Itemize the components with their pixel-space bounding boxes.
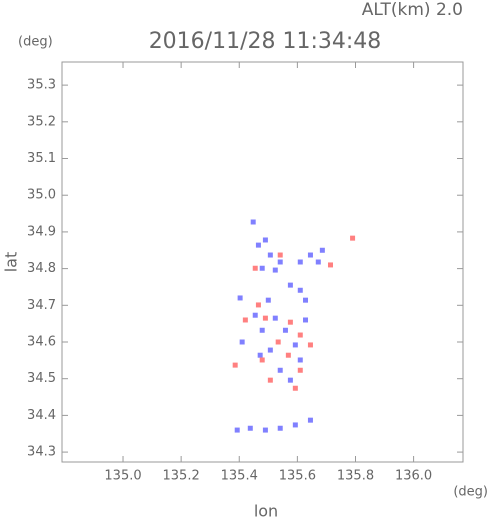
data-point (272, 315, 278, 321)
data-point (262, 315, 268, 321)
data-point (297, 287, 303, 293)
data-point (259, 327, 265, 333)
data-point (242, 317, 248, 323)
x-unit: (deg) (453, 485, 488, 500)
data-point (327, 262, 333, 268)
y-tick-label: 34.9 (27, 224, 56, 239)
data-point (307, 342, 313, 348)
x-axis-label: lon (254, 502, 278, 521)
data-point (255, 242, 261, 248)
y-tick-label: 35.0 (27, 188, 56, 203)
data-point (232, 362, 238, 368)
data-point (315, 259, 321, 265)
data-point (257, 352, 263, 358)
data-point (282, 327, 288, 333)
data-point (350, 235, 356, 241)
x-tick-label: 135.0 (104, 469, 141, 484)
altitude-label: ALT(km) 2.0 (362, 0, 463, 20)
data-point (247, 425, 253, 431)
data-point (319, 247, 325, 253)
data-point (252, 265, 258, 271)
data-point (292, 422, 298, 428)
y-tick-label: 34.6 (27, 335, 56, 350)
x-tick-label: 135.8 (337, 469, 374, 484)
data-point (287, 282, 293, 288)
data-point (287, 377, 293, 383)
y-axis-label: lat (2, 252, 21, 273)
y-tick-label: 35.1 (27, 151, 56, 166)
data-point (307, 417, 313, 423)
data-point (277, 425, 283, 431)
data-point (303, 317, 309, 323)
y-tick-label: 35.3 (27, 78, 56, 93)
data-point (287, 319, 293, 325)
data-point (252, 312, 258, 318)
data-point (292, 385, 298, 391)
data-point (262, 427, 268, 433)
data-point (267, 347, 273, 353)
data-point (237, 295, 243, 301)
data-point (292, 342, 298, 348)
data-point (259, 357, 265, 363)
data-point (277, 252, 283, 258)
data-point (277, 259, 283, 265)
data-point (272, 267, 278, 273)
data-point (255, 302, 261, 308)
y-unit: (deg) (18, 35, 53, 50)
data-point (250, 219, 256, 225)
y-tick-label: 35.2 (27, 114, 56, 129)
x-tick-label: 136.0 (395, 469, 432, 484)
data-point (277, 367, 283, 373)
x-tick-label: 135.4 (221, 469, 258, 484)
data-point (297, 259, 303, 265)
x-tick-label: 135.2 (163, 469, 200, 484)
data-point (267, 377, 273, 383)
data-point (275, 339, 281, 345)
data-point (297, 357, 303, 363)
data-point (285, 352, 291, 358)
data-point (303, 297, 309, 303)
data-point (234, 427, 240, 433)
y-tick-label: 34.7 (27, 298, 56, 313)
data-point (267, 252, 273, 258)
chart-title: 2016/11/28 11:34:48 (149, 29, 382, 54)
data-point (259, 265, 265, 271)
y-tick-label: 34.8 (27, 261, 56, 276)
data-point (262, 237, 268, 243)
x-tick-label: 135.6 (279, 469, 316, 484)
data-point (307, 252, 313, 258)
plot-frame (61, 61, 464, 463)
y-tick-label: 34.4 (27, 408, 56, 423)
y-tick-label: 34.3 (27, 445, 56, 460)
data-point (239, 339, 245, 345)
y-tick-label: 34.5 (27, 371, 56, 386)
data-point (265, 297, 271, 303)
data-point (297, 332, 303, 338)
data-point (297, 367, 303, 373)
